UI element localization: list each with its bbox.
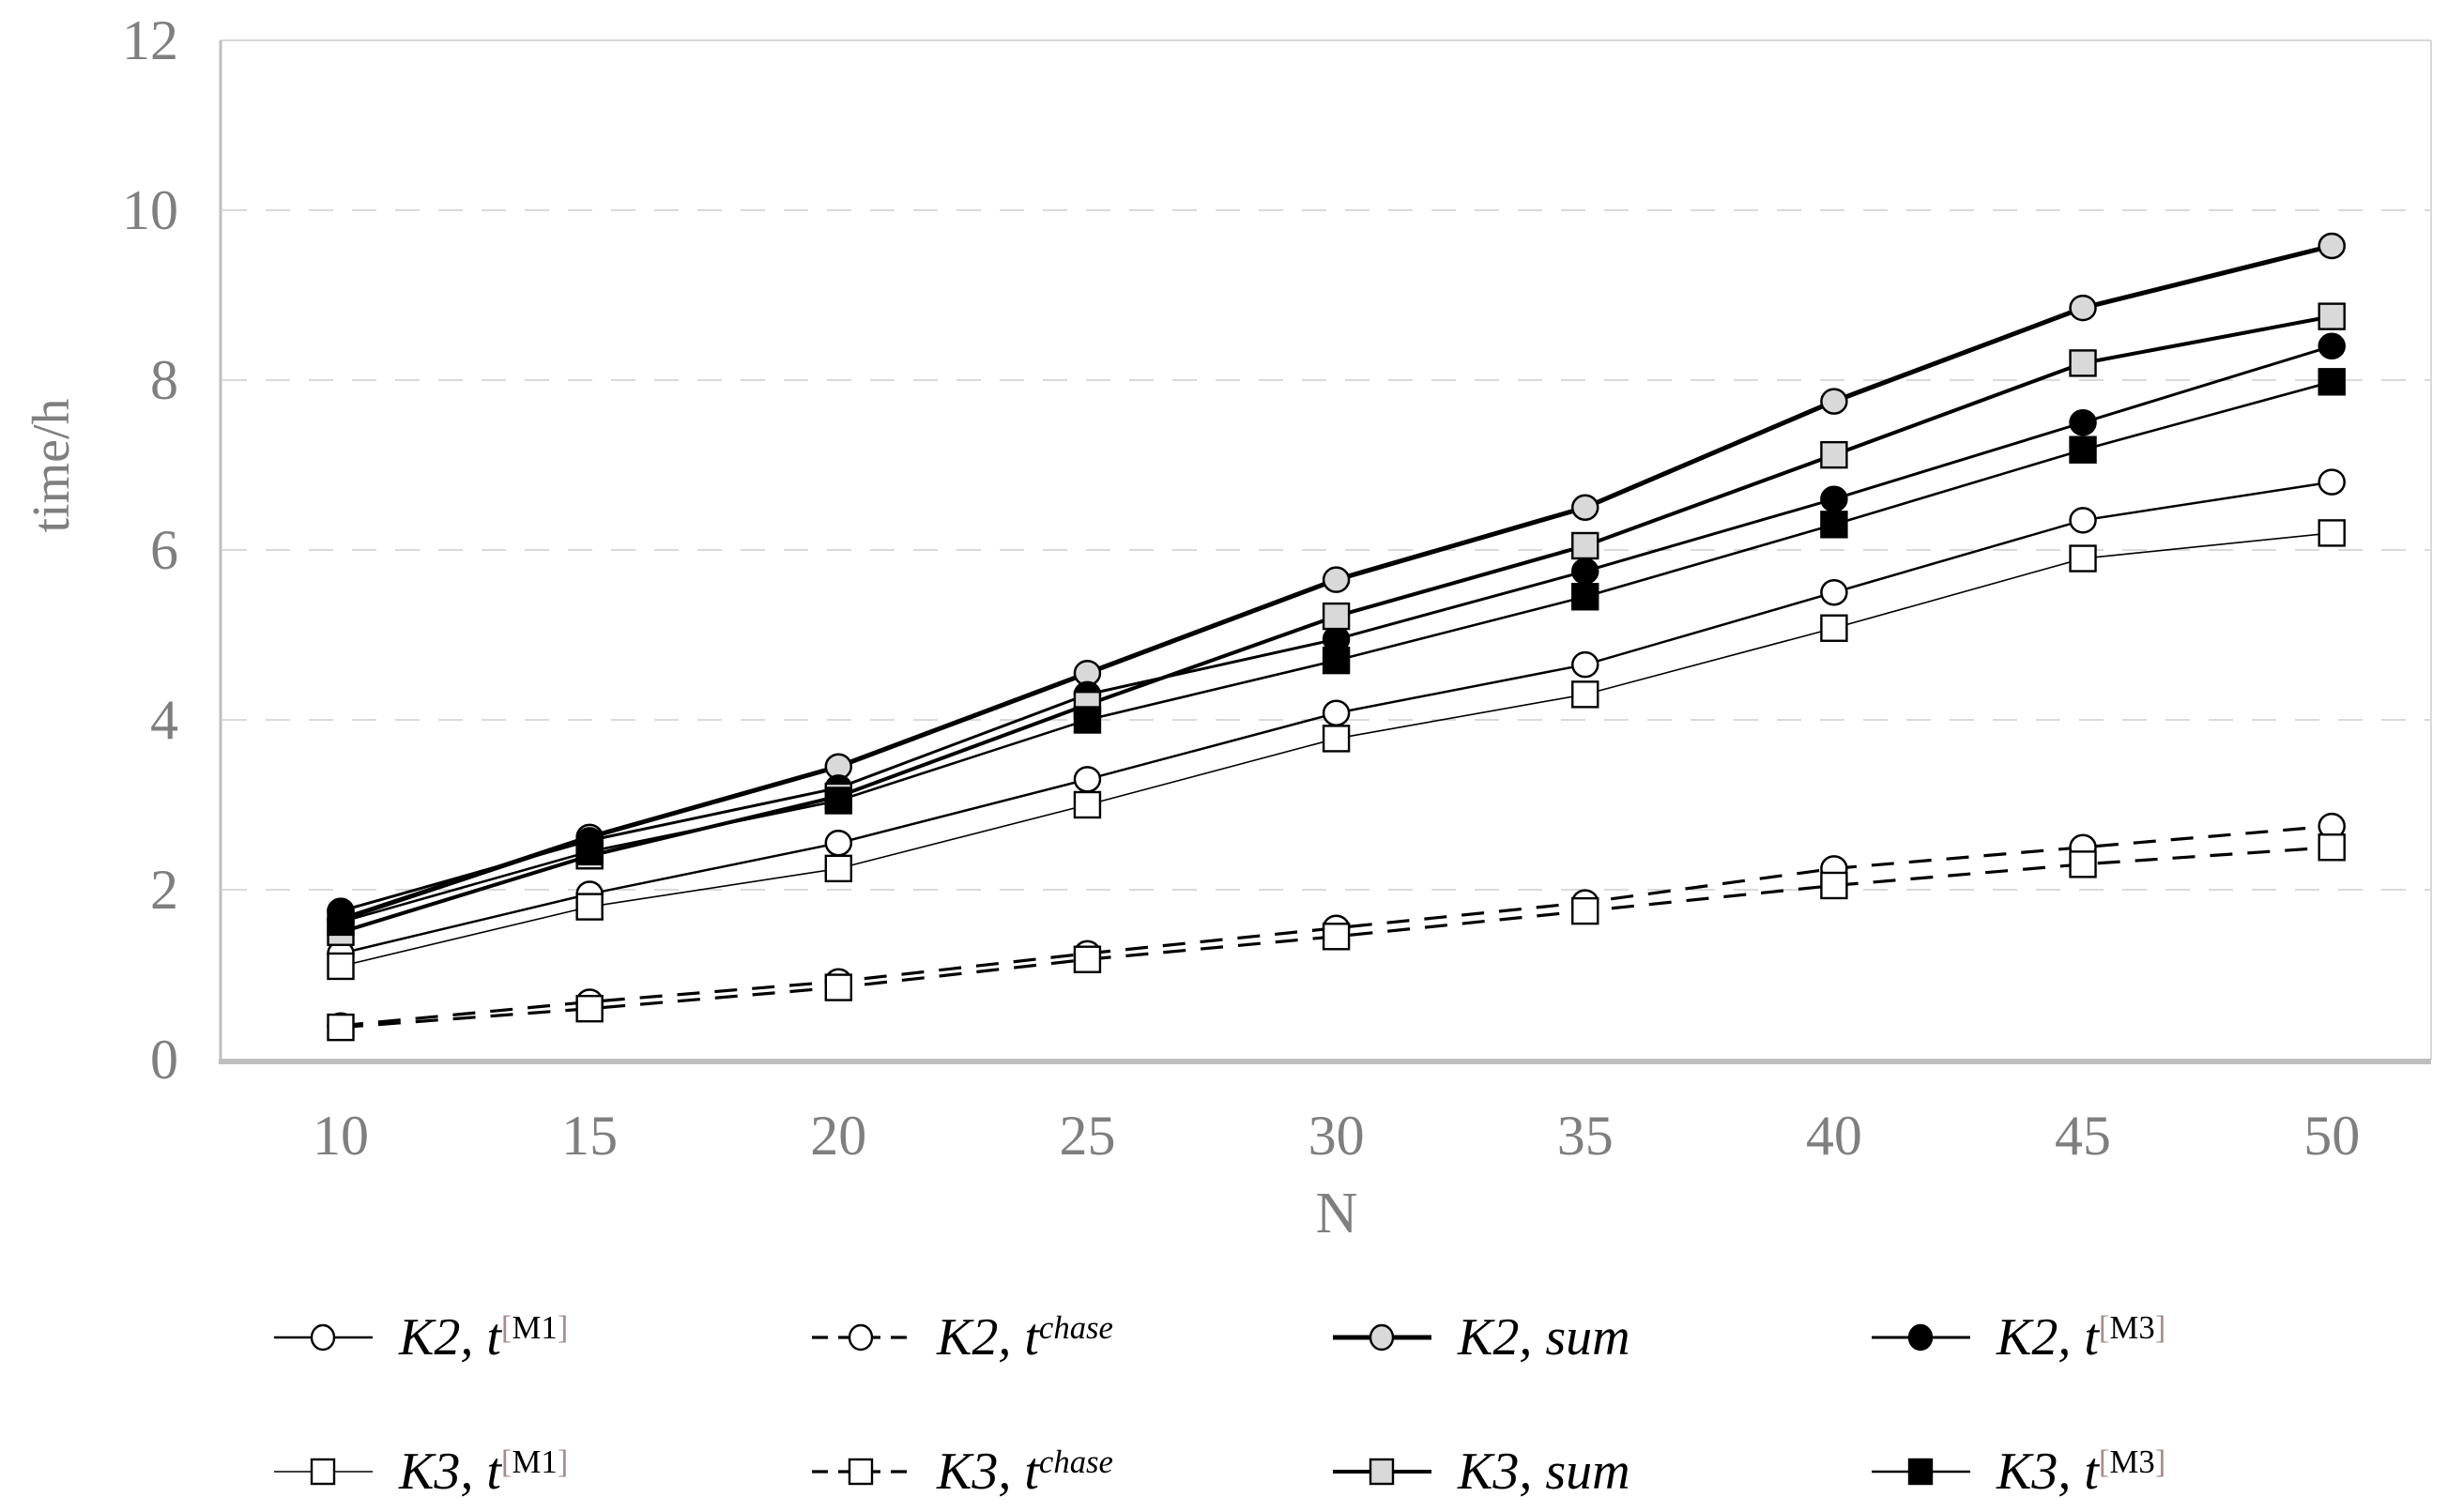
y-tick-label-10: 10 xyxy=(122,179,178,241)
y-axis-title: time/h xyxy=(23,398,81,533)
marker-k3-m1 xyxy=(575,893,604,921)
legend-item-k2-m3: K2, t[M3] xyxy=(1872,1291,2165,1384)
marker-k3-chase xyxy=(1571,896,1599,925)
marker-k2-m1 xyxy=(1571,650,1599,679)
circle-gray-legend-marker-icon xyxy=(1333,1323,1431,1352)
marker-k2-m1 xyxy=(2069,507,2097,534)
series-line-k3-chase xyxy=(340,846,2333,1030)
marker-k3-m3 xyxy=(2069,435,2097,464)
circle-white-legend-marker-icon xyxy=(812,1323,910,1352)
square-gray-legend-marker-icon xyxy=(1333,1458,1431,1486)
marker-k3-m1 xyxy=(1073,790,1102,819)
marker-k3-m3 xyxy=(1820,511,1848,539)
legend-item-k3-chase: K3, tchase xyxy=(812,1425,1113,1512)
legend-label: K3, t[M3] xyxy=(1997,1443,2166,1501)
marker-k2-m3 xyxy=(1571,557,1599,585)
series-line-k2-chase xyxy=(340,824,2333,1028)
x-tick-label-30: 30 xyxy=(1308,1105,1365,1167)
x-tick-label-15: 15 xyxy=(561,1105,619,1167)
marker-k3-sum xyxy=(1571,531,1599,560)
marker-k3-chase xyxy=(575,994,604,1023)
marker-k2-sum xyxy=(2318,232,2346,260)
marker-k3-m3 xyxy=(575,837,604,865)
marker-k3-m3 xyxy=(824,787,852,815)
marker-k3-sum xyxy=(1820,440,1848,469)
marker-k3-m1 xyxy=(1571,680,1599,709)
marker-k2-m1 xyxy=(1073,766,1102,793)
legend-label: K2, sum xyxy=(1458,1308,1630,1367)
marker-k3-sum xyxy=(2318,302,2346,330)
marker-k2-m3 xyxy=(1820,485,1848,512)
marker-k3-m1 xyxy=(327,952,355,981)
marker-k3-m3 xyxy=(1571,583,1599,611)
marker-k3-chase xyxy=(1073,945,1102,973)
series-markers-k3-sum xyxy=(327,302,2346,946)
marker-k3-m1 xyxy=(824,854,852,883)
legend-label: K2, t[M1] xyxy=(399,1308,569,1367)
marker-k2-m1 xyxy=(1322,699,1351,727)
marker-k2-sum xyxy=(1322,566,1351,593)
marker-k3-chase xyxy=(2318,833,2346,862)
x-axis-title: N xyxy=(1315,1182,1358,1245)
x-tick-label-50: 50 xyxy=(2303,1105,2361,1167)
marker-k2-m1 xyxy=(2318,468,2346,496)
marker-k2-m1 xyxy=(1820,579,1848,606)
legend-item-k3-sum: K3, sum xyxy=(1333,1425,1630,1512)
series-markers-k2-m1 xyxy=(327,468,2346,968)
marker-k3-m3 xyxy=(1073,706,1102,734)
marker-k3-sum xyxy=(1322,602,1351,631)
marker-k2-sum xyxy=(1820,388,1848,415)
marker-k2-sum xyxy=(2069,294,2097,322)
marker-k3-m1 xyxy=(2069,544,2097,573)
square-white-legend-marker-icon xyxy=(274,1458,373,1486)
marker-k3-m3 xyxy=(327,908,355,937)
marker-k3-m1 xyxy=(1820,614,1848,642)
marker-k2-m3 xyxy=(2318,332,2346,360)
square-white-legend-marker-icon xyxy=(812,1458,910,1486)
marker-k3-m1 xyxy=(2318,519,2346,547)
y-tick-label-4: 4 xyxy=(150,689,178,751)
square-black-legend-marker-icon xyxy=(1872,1458,1970,1486)
y-tick-label-12: 12 xyxy=(122,9,178,71)
marker-k3-m1 xyxy=(1322,725,1351,753)
x-tick-label-40: 40 xyxy=(1805,1105,1862,1167)
marker-k3-sum xyxy=(2069,349,2097,377)
legend-item-k3-m1: K3, t[M1] xyxy=(274,1425,568,1512)
marker-k2-sum xyxy=(1571,494,1599,521)
y-tick-label-2: 2 xyxy=(150,859,178,921)
marker-k3-chase xyxy=(1322,923,1351,951)
y-tick-label-8: 8 xyxy=(150,349,178,411)
marker-k3-chase xyxy=(824,973,852,1001)
x-tick-label-25: 25 xyxy=(1059,1105,1116,1167)
legend-label: K3, sum xyxy=(1458,1443,1630,1501)
series-markers-k3-chase xyxy=(327,833,2346,1042)
circle-white-legend-marker-icon xyxy=(274,1323,373,1352)
y-tick-label-0: 0 xyxy=(150,1029,178,1091)
marker-k3-chase xyxy=(1820,871,1848,900)
marker-k2-m1 xyxy=(824,829,853,857)
marker-k2-m3 xyxy=(2069,409,2097,436)
legend-item-k2-sum: K2, sum xyxy=(1333,1291,1630,1384)
legend-item-k3-m3: K3, t[M3] xyxy=(1872,1425,2165,1512)
series-markers-k3-m3 xyxy=(327,368,2346,937)
marker-k3-chase xyxy=(327,1013,355,1042)
x-tick-label-10: 10 xyxy=(313,1105,369,1167)
x-tick-label-20: 20 xyxy=(810,1105,867,1167)
legend-item-k2-m1: K2, t[M1] xyxy=(274,1291,568,1384)
legend-label: K2, t[M3] xyxy=(1997,1308,2166,1367)
x-tick-label-35: 35 xyxy=(1556,1105,1614,1167)
legend-label: K2, tchase xyxy=(937,1308,1113,1367)
marker-k3-m3 xyxy=(1322,646,1351,675)
x-tick-label-45: 45 xyxy=(2055,1105,2112,1167)
legend-item-k2-chase: K2, tchase xyxy=(812,1291,1113,1384)
series-markers-k3-m1 xyxy=(327,519,2346,981)
circle-black-legend-marker-icon xyxy=(1872,1323,1970,1352)
legend-label: K3, tchase xyxy=(937,1443,1113,1501)
marker-k3-m3 xyxy=(2318,368,2346,396)
y-tick-label-6: 6 xyxy=(150,519,178,581)
legend-label: K3, t[M1] xyxy=(399,1443,569,1501)
marker-k3-chase xyxy=(2069,850,2097,878)
